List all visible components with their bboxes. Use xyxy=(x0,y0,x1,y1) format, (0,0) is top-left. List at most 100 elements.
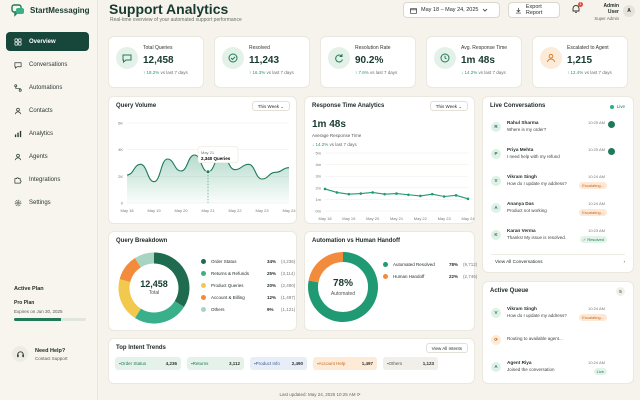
automation-donut xyxy=(308,252,378,322)
routing-icon: ⟳ xyxy=(491,335,501,345)
stat-change-suffix: vs last 7 days xyxy=(478,70,506,75)
automation-slice[interactable] xyxy=(308,252,344,283)
plan-card: Active Plan Pro Plan Expires on Jun 30, … xyxy=(14,286,86,321)
response-time-change-suffix: vs last 7 days xyxy=(329,142,357,147)
stat-change-value: ↑ 16.3% xyxy=(249,70,266,75)
queue-item[interactable]: ⟳ Routing to available agent... xyxy=(491,331,615,357)
avatar: P xyxy=(491,149,501,159)
legend-count: (1,121) xyxy=(281,307,296,312)
brand[interactable]: StartMessaging xyxy=(11,3,90,17)
avatar: V xyxy=(491,308,501,318)
response-time-period-select[interactable]: This Week ⌄ xyxy=(429,101,468,111)
status-badge: Escalating... xyxy=(579,314,607,321)
y-tick-label: 6K xyxy=(118,121,123,126)
nav-item-analytics[interactable]: Analytics xyxy=(6,124,89,143)
nav-item-contacts[interactable]: Contacts xyxy=(6,101,89,120)
intent-chip[interactable]: ▪ Returns 3,112 xyxy=(187,357,244,370)
conversation-time: 10:25 AM xyxy=(588,147,605,152)
query-volume-period-select[interactable]: This Week ⌄ xyxy=(251,101,290,111)
intent-chip-value: 3,112 xyxy=(228,361,240,366)
conversation-time: 10:24 AM xyxy=(588,174,605,179)
conversation-name: Karan Verma xyxy=(507,228,536,233)
user-menu[interactable]: Admin User Super Admin xyxy=(591,3,619,21)
user-icon xyxy=(14,153,22,160)
y-tick-label: 0 xyxy=(121,201,124,206)
legend-count: (2,490) xyxy=(281,283,296,288)
nav-item-conversations[interactable]: Conversations xyxy=(6,55,89,74)
x-tick-label: May 22 xyxy=(414,216,428,221)
breakdown-slice[interactable] xyxy=(153,252,190,308)
breakdown-slice[interactable] xyxy=(134,300,184,324)
chat-bubble-icon[interactable] xyxy=(608,121,615,128)
x-tick-label: May 22 xyxy=(228,208,242,213)
stat-change-value: ↑ 7.6% xyxy=(355,70,369,75)
legend-row: Returns & Refunds 25% (3,114) xyxy=(201,271,295,276)
live-conversation-item[interactable]: R Rahul Sharma Where is my order? 10:25 AM xyxy=(491,118,615,144)
response-time-point xyxy=(419,194,422,198)
chat-icon xyxy=(122,54,132,63)
queue-item[interactable]: V Vikram Singh How do I update my address?… xyxy=(491,304,615,330)
automation-slice[interactable] xyxy=(308,252,378,322)
intent-chip-icon: ▪ xyxy=(191,361,193,366)
download-icon xyxy=(515,7,521,13)
stat-change-suffix: vs last 7 days xyxy=(584,70,612,75)
queue-item[interactable]: A Agent Riya Joined the conversation 10:24 … xyxy=(491,358,615,384)
x-tick-label: May 20 xyxy=(366,216,380,221)
export-report-button[interactable]: Export Report xyxy=(508,2,560,18)
date-range-picker[interactable]: May 18 – May 24, 2025 xyxy=(403,2,500,18)
intent-chip-label: Account Help xyxy=(318,361,346,366)
x-tick-label: May 23 xyxy=(255,208,269,213)
help-subtitle: Contact Support xyxy=(35,355,68,361)
breakdown-slice[interactable] xyxy=(118,279,142,318)
stat-value: 12,458 xyxy=(143,55,174,66)
help-link[interactable]: Need Help? Contact Support xyxy=(12,346,68,362)
breakdown-slice[interactable] xyxy=(119,258,142,283)
stat-change-value: ↑ 12.4% xyxy=(567,70,584,75)
live-conversation-item[interactable]: V Vikram Singh How do I update my address?… xyxy=(491,172,615,198)
stat-change: ↑ 18.2% vs last 7 days xyxy=(143,70,188,75)
legend-swatch xyxy=(201,283,206,288)
clock-icon xyxy=(440,53,450,63)
breakdown-slice[interactable] xyxy=(134,252,155,268)
stat-card-resolution-rate: Resolution Rate 90.2% ↑ 7.6% vs last 7 day… xyxy=(320,36,416,88)
nav-label: Agents xyxy=(29,153,48,160)
nav-item-agents[interactable]: Agents xyxy=(6,147,89,166)
nav-item-settings[interactable]: Settings xyxy=(6,193,89,212)
export-label: Export Report xyxy=(525,4,543,16)
automation-center-label: Automated xyxy=(330,291,356,297)
live-status-label: Live xyxy=(616,104,625,109)
user-name: Admin User xyxy=(603,3,619,15)
avatar: K xyxy=(491,230,501,240)
intent-chip[interactable]: ▪ Others 1,123 xyxy=(383,357,438,370)
conversation-message: Where is my order? xyxy=(507,127,547,132)
help-title: Need Help? xyxy=(35,347,66,354)
live-conversation-item[interactable]: P Priya Mehta I need help with my refund 10… xyxy=(491,145,615,171)
queue-name: Agent Riya xyxy=(507,360,532,365)
legend-label: Others xyxy=(211,307,225,312)
nav-item-overview[interactable]: Overview xyxy=(6,32,89,51)
intent-chip-value: 1,497 xyxy=(361,361,373,366)
nav-item-automations[interactable]: Automations xyxy=(6,78,89,97)
chat-bubble-icon[interactable] xyxy=(608,148,615,155)
intent-chip[interactable]: ▪ Order Status 4,236 xyxy=(115,357,181,370)
stat-change: ↓ 14.2% vs last 7 days xyxy=(461,70,506,75)
nav-label: Overview xyxy=(29,38,56,45)
gear-icon xyxy=(14,199,22,206)
intent-chip[interactable]: ▪ Account Help 1,497 xyxy=(313,357,377,370)
x-tick-label: May 18 xyxy=(120,208,134,213)
intent-chip[interactable]: ▪ Product Info 2,490 xyxy=(250,357,307,370)
live-status: Live xyxy=(609,104,625,109)
intent-chip-icon: ▪ xyxy=(387,361,389,366)
avatar[interactable]: A xyxy=(623,5,635,17)
bell-icon[interactable] xyxy=(571,4,581,14)
view-all-intents-button[interactable]: View All Intents xyxy=(425,343,468,353)
live-conversation-item[interactable]: A Ananya Das Product not working 10:24 AM Es… xyxy=(491,199,615,225)
live-conversation-item[interactable]: K Karan Verma Thanks! My issue is resolved… xyxy=(491,226,615,252)
legend-percent: 22% xyxy=(449,274,459,279)
y-tick-label: 1m xyxy=(315,197,321,202)
response-time-point xyxy=(442,195,446,198)
nav-item-integrations[interactable]: Integrations xyxy=(6,170,89,189)
view-all-conversations[interactable]: View All Conversations › xyxy=(491,254,625,268)
stat-label: Escalated to Agent xyxy=(567,45,609,51)
tooltip-point[interactable] xyxy=(205,169,211,175)
